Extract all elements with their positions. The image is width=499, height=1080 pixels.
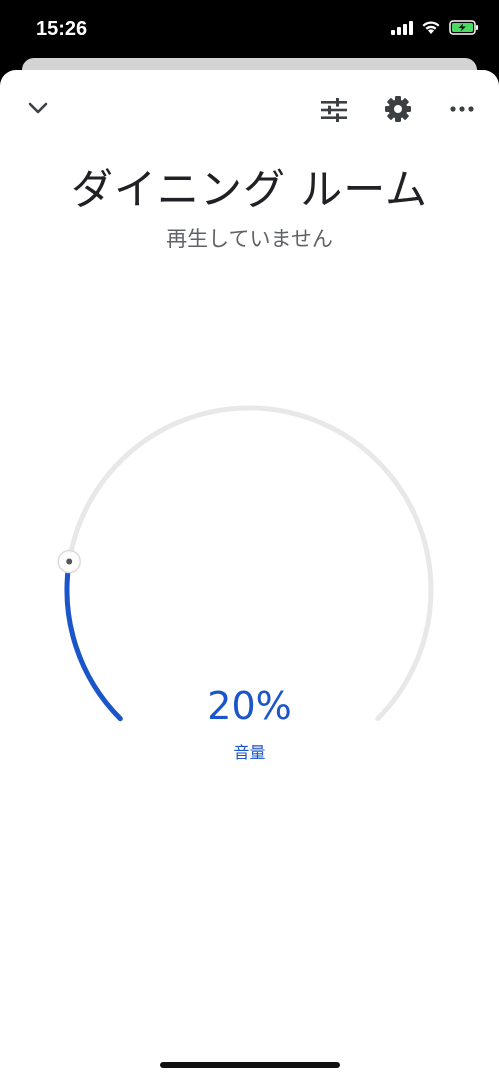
collapse-button[interactable] bbox=[22, 92, 54, 124]
chevron-down-icon bbox=[28, 102, 48, 114]
volume-track bbox=[64, 405, 434, 722]
volume-dial[interactable] bbox=[0, 70, 499, 1080]
playback-status: 再生していません bbox=[166, 227, 333, 251]
settings-button[interactable] bbox=[381, 92, 415, 126]
more-horiz-icon bbox=[450, 106, 474, 112]
signal-icon bbox=[391, 20, 413, 35]
home-indicator bbox=[160, 1062, 340, 1068]
more-options-button[interactable] bbox=[446, 96, 478, 122]
battery-charging-icon bbox=[449, 20, 478, 35]
status-bar: 15:26 bbox=[0, 0, 499, 62]
status-icons bbox=[391, 20, 479, 35]
volume-knob[interactable] bbox=[57, 549, 81, 574]
device-name: ダイニング ルーム bbox=[70, 165, 429, 214]
status-time: 15:26 bbox=[36, 18, 88, 40]
equalizer-button[interactable] bbox=[318, 94, 350, 126]
wifi-icon bbox=[422, 21, 440, 34]
device-sheet: ダイニング ルーム 再生していません 20% 音量 bbox=[0, 70, 499, 1080]
tune-icon bbox=[321, 98, 347, 122]
gear-icon bbox=[385, 96, 411, 122]
volume-fill bbox=[64, 559, 123, 722]
volume-label: 音量 bbox=[233, 743, 266, 762]
volume-percentage: 20% bbox=[207, 684, 292, 728]
